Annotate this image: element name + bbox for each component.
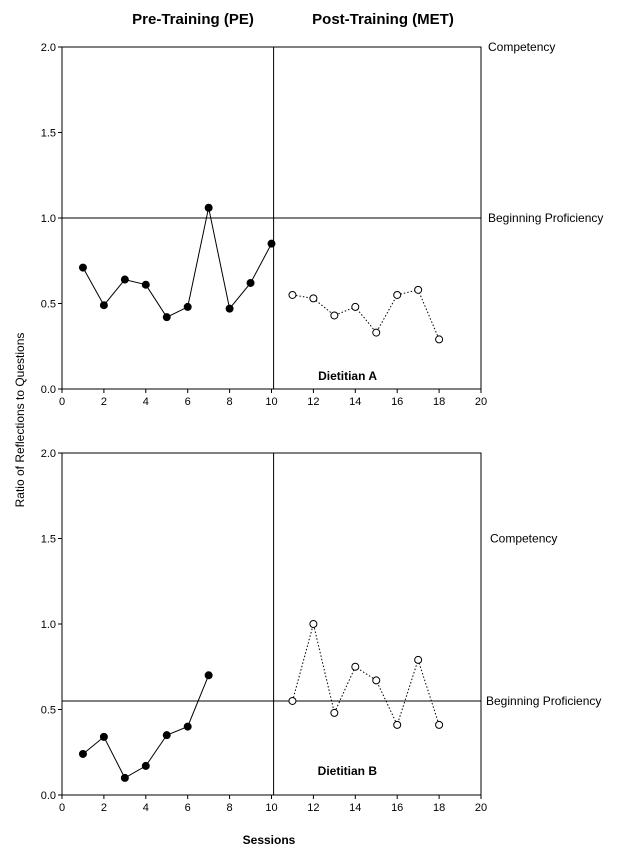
x-tick-label: 12 [307,802,319,814]
x-axis-title: Sessions [243,833,296,847]
data-point-filled [78,263,87,272]
x-tick-label: 10 [265,396,277,408]
x-tick-label: 8 [227,396,233,408]
data-point-filled [120,773,129,782]
x-tick-label: 8 [227,802,233,814]
x-tick-label: 20 [475,802,487,814]
x-tick-label: 6 [185,802,191,814]
x-tick-label: 4 [143,802,149,814]
pre-training-line [82,207,272,318]
data-point-open [330,311,339,320]
y-tick-label: 1.5 [41,128,56,140]
data-point-open [393,290,402,299]
x-tick-label: 2 [101,396,107,408]
x-tick-label: 14 [349,396,361,408]
x-tick-label: 2 [101,802,107,814]
data-point-open [309,620,318,628]
data-point-filled [183,302,192,311]
chart-panels: Competency Beginning Proficiency 0.0 0.5 1.0… [41,40,604,814]
data-point-open [372,676,381,685]
y-tick-label: 2.0 [41,42,56,54]
data-point-filled [141,280,150,289]
x-tick-label: 6 [185,396,191,408]
chart-panel-2: Competency Beginning Proficiency 0.0 0.5 1.0… [41,448,602,814]
data-point-open [414,285,423,294]
post-training-title: Post-Training (MET) [312,11,454,28]
data-point-open [351,662,360,671]
data-point-filled [162,313,171,322]
x-tick-label: 16 [391,396,403,408]
data-point-filled [225,304,234,313]
data-point-filled [246,278,255,287]
data-point-filled [99,301,108,310]
y-tick-label: 1.0 [41,619,56,631]
data-point-filled [99,732,108,741]
y-tick-label: 1.0 [41,213,56,225]
data-point-filled [78,749,87,758]
panel-label: Dietitian A [318,369,377,383]
reference-label: Competency [490,532,557,546]
data-point-open [309,294,318,303]
x-tick-label: 20 [475,396,487,408]
x-tick-label: 18 [433,802,445,814]
data-point-filled [204,203,213,212]
x-tick-label: 16 [391,802,403,814]
x-tick-label: 4 [143,396,149,408]
x-tick-label: 18 [433,396,445,408]
data-point-filled [204,671,213,680]
data-point-filled [162,731,171,740]
data-point-filled [120,275,129,284]
y-tick-label: 0.5 [41,299,56,311]
y-axis-title: Ratio of Reflections to Questions [13,333,27,508]
data-point-filled [267,239,276,248]
y-tick-label: 0.5 [41,705,56,717]
data-point-open [435,720,444,729]
data-point-open [393,720,402,729]
chart-panel-1: Competency Beginning Proficiency 0.0 0.5 1.0… [41,40,604,408]
x-tick-label: 14 [349,802,361,814]
panel-label: Dietitian B [318,764,378,778]
x-tick-label: 0 [59,802,65,814]
post-training-line [292,623,440,727]
plot-frame [61,452,482,796]
data-point-open [372,328,381,337]
y-tick-label: 0.0 [41,384,56,396]
data-point-open [288,290,297,299]
reference-label: Beginning Proficiency [486,694,601,708]
data-point-open [414,655,423,664]
x-tick-label: 0 [59,396,65,408]
reference-label: Competency [488,40,555,54]
reference-label: Beginning Proficiency [488,211,603,225]
pre-training-title: Pre-Training (PE) [132,11,254,28]
x-tick-label: 10 [265,802,277,814]
data-point-open [351,302,360,311]
data-point-open [330,708,339,717]
y-tick-label: 2.0 [41,448,56,460]
data-point-open [435,335,444,344]
y-tick-label: 0.0 [41,790,56,802]
data-point-open [288,696,297,705]
x-tick-label: 12 [307,396,319,408]
y-tick-label: 1.5 [41,534,56,546]
data-point-filled [183,722,192,731]
data-point-filled [141,761,150,770]
